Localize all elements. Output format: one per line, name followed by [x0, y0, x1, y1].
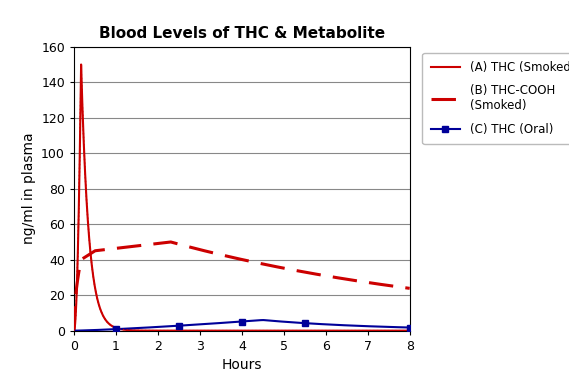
Line: (C) THC (Oral): (C) THC (Oral) — [74, 320, 410, 331]
(B) THC-COOH
(Smoked) — [215, 252, 221, 256]
(A) THC (Smoked) — [396, 328, 403, 333]
(C) THC (Oral) — [396, 325, 403, 329]
(B) THC-COOH
(Smoked) — [167, 240, 174, 244]
(A) THC (Smoked) — [212, 328, 218, 333]
(C) THC (Oral) — [315, 322, 321, 326]
(C) THC (Oral) — [230, 320, 237, 324]
(A) THC (Smoked) — [78, 62, 85, 67]
(C) THC (Oral) — [71, 328, 77, 333]
(A) THC (Smoked) — [215, 328, 221, 333]
(A) THC (Smoked) — [230, 328, 237, 333]
Title: Blood Levels of THC & Metabolite: Blood Levels of THC & Metabolite — [99, 26, 385, 41]
(C) THC (Oral) — [380, 324, 386, 329]
Line: (B) THC-COOH
(Smoked): (B) THC-COOH (Smoked) — [74, 242, 410, 331]
(A) THC (Smoked) — [406, 328, 413, 333]
Line: (A) THC (Smoked): (A) THC (Smoked) — [74, 65, 410, 331]
(B) THC-COOH
(Smoked) — [315, 272, 321, 277]
(B) THC-COOH
(Smoked) — [396, 285, 403, 289]
Legend: (A) THC (Smoked), (B) THC-COOH
(Smoked), (C) THC (Oral): (A) THC (Smoked), (B) THC-COOH (Smoked),… — [422, 53, 569, 144]
(C) THC (Oral) — [259, 318, 266, 322]
(B) THC-COOH
(Smoked) — [406, 286, 413, 291]
(C) THC (Oral) — [215, 321, 221, 326]
(C) THC (Oral) — [212, 321, 218, 326]
(B) THC-COOH
(Smoked) — [212, 251, 218, 256]
(B) THC-COOH
(Smoked) — [380, 282, 386, 287]
(A) THC (Smoked) — [380, 328, 386, 333]
(A) THC (Smoked) — [71, 328, 77, 333]
Y-axis label: ng/ml in plasma: ng/ml in plasma — [22, 133, 35, 244]
X-axis label: Hours: Hours — [221, 358, 262, 372]
(B) THC-COOH
(Smoked) — [230, 255, 237, 260]
(A) THC (Smoked) — [315, 328, 321, 333]
(B) THC-COOH
(Smoked) — [71, 328, 77, 333]
(C) THC (Oral) — [406, 325, 413, 330]
